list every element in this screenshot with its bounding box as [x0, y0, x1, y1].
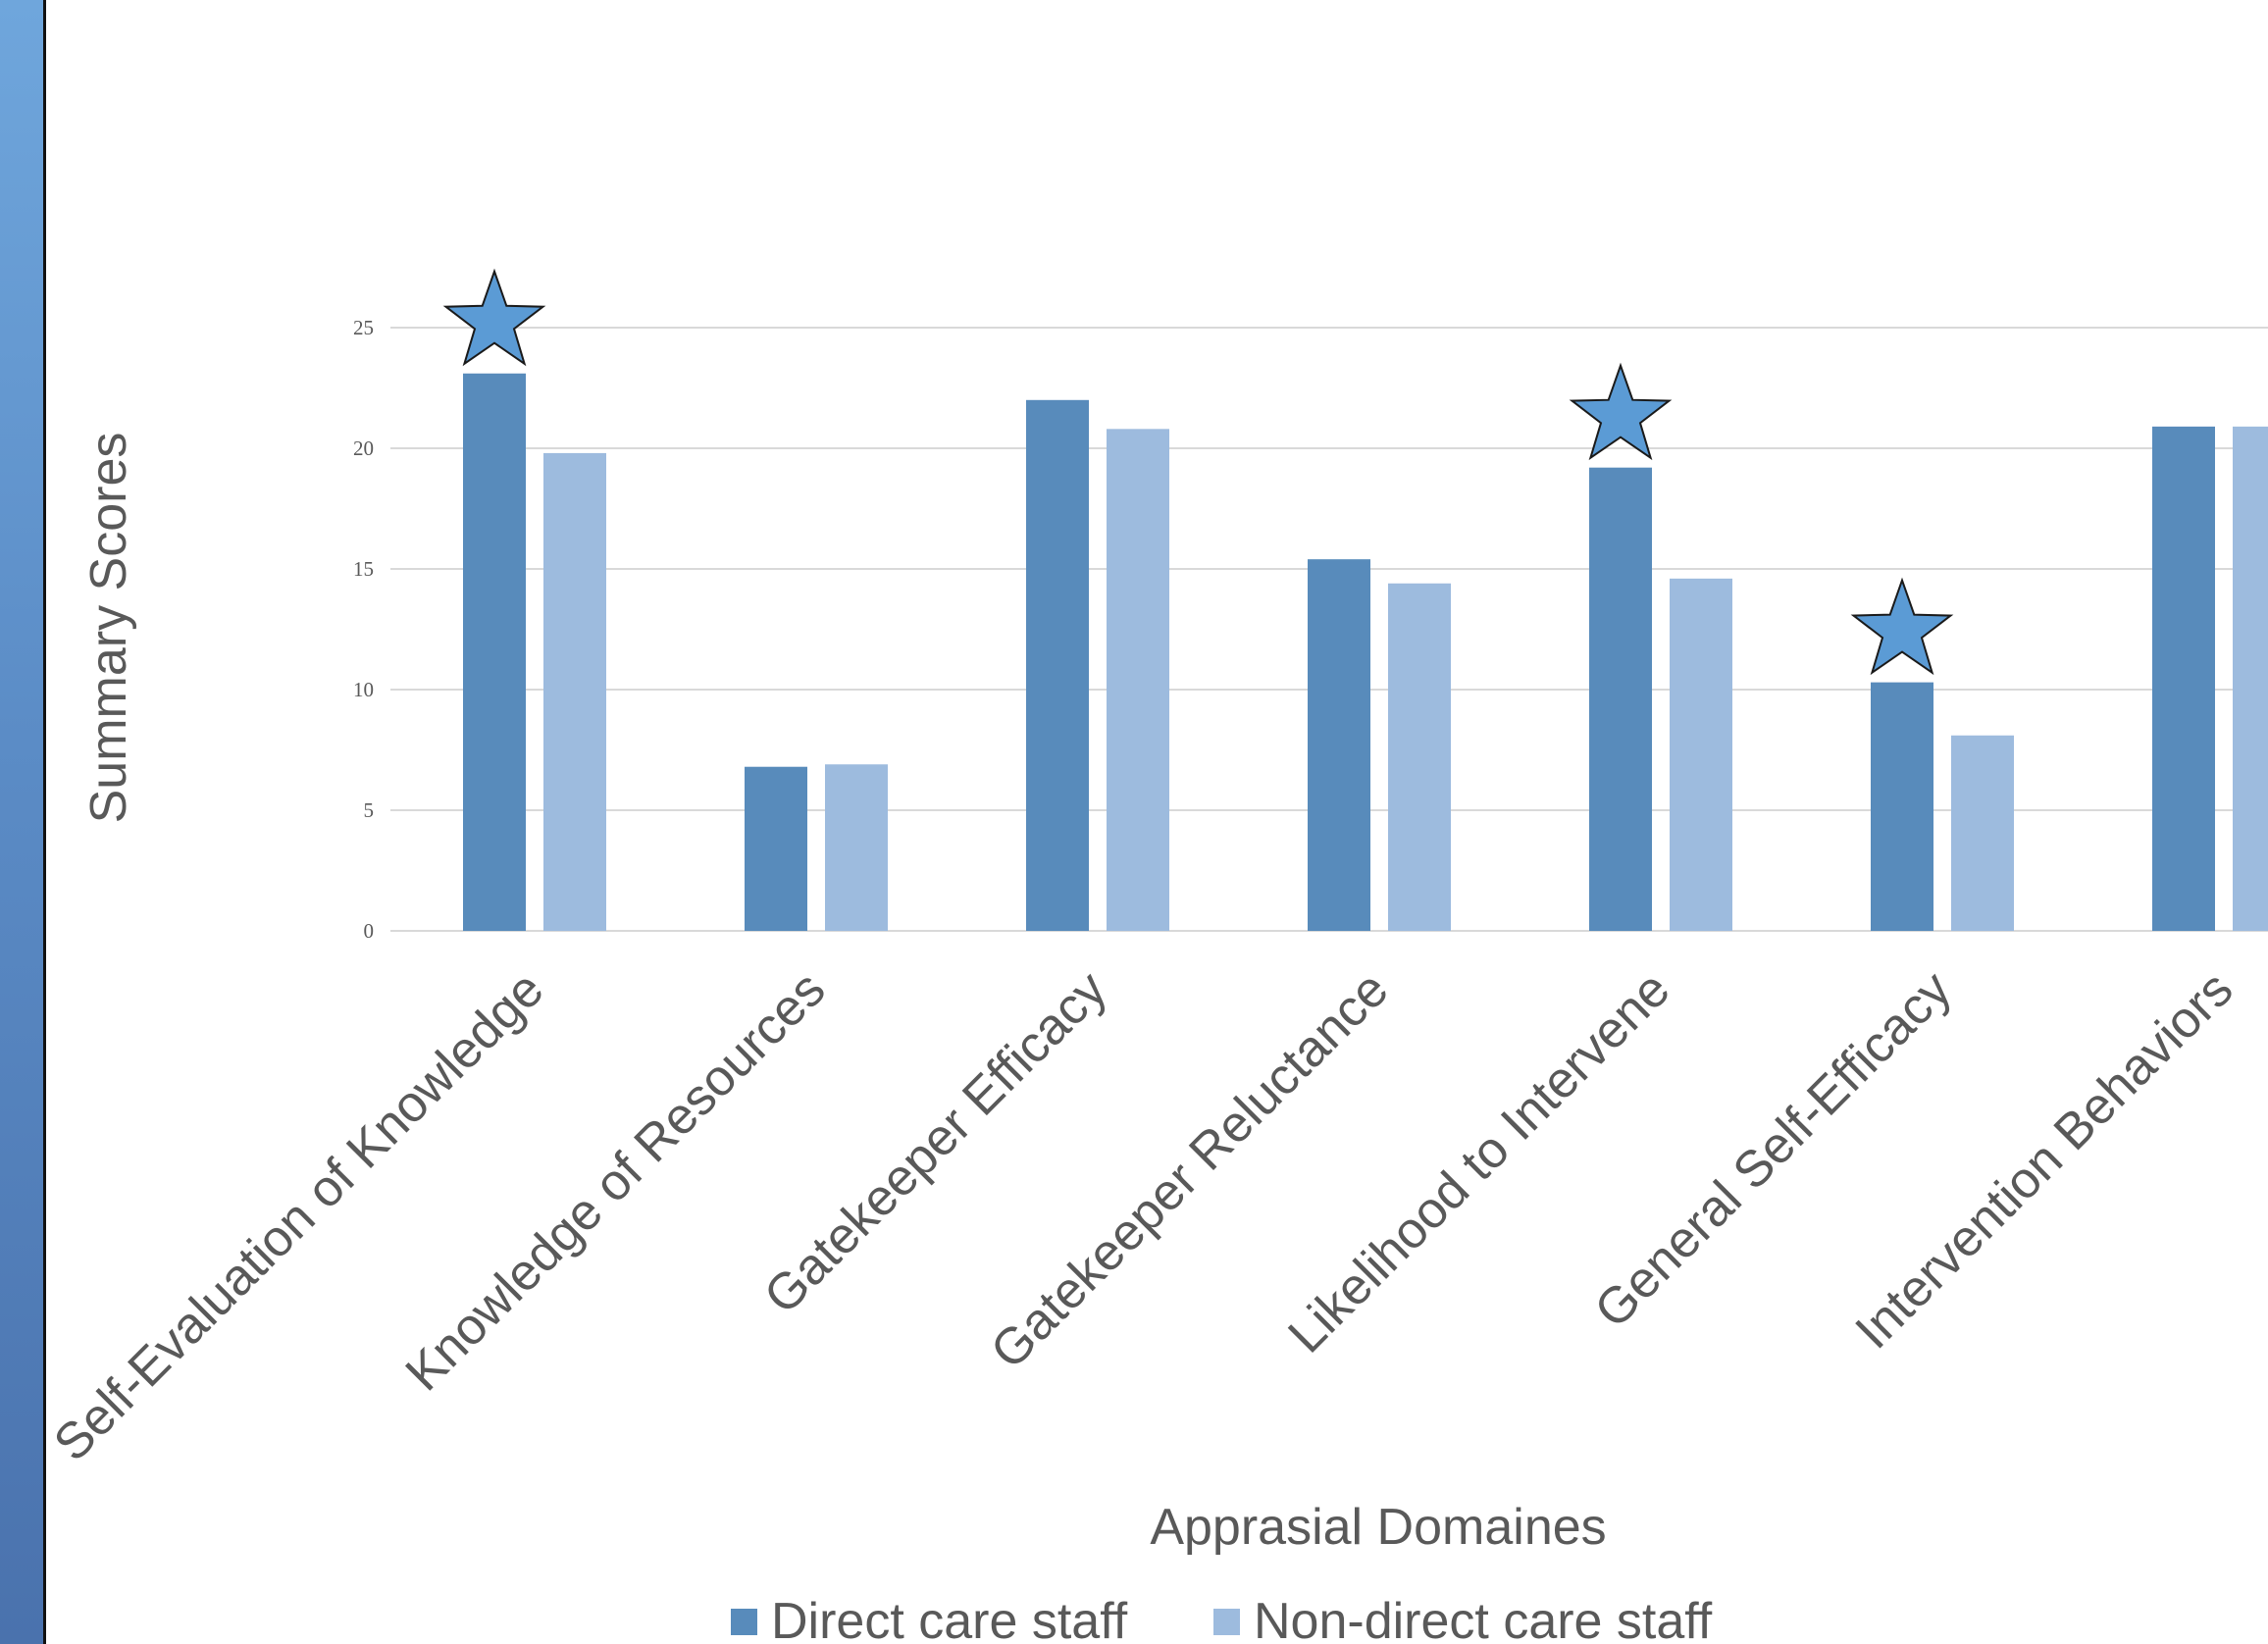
- y-axis-ticks: 0 5 10 15 20 25: [353, 316, 374, 943]
- bar-non-direct-care: [825, 764, 888, 931]
- bars: [463, 373, 2268, 931]
- significance-stars: [442, 268, 1954, 676]
- side-accent-bar: [0, 0, 46, 1644]
- y-tick-label: 20: [353, 437, 374, 460]
- y-tick-label: 5: [364, 798, 375, 822]
- bar-non-direct-care: [1670, 578, 1732, 931]
- bar-direct-care: [1589, 467, 1652, 931]
- y-tick-label: 25: [353, 316, 374, 339]
- x-axis-title: Apprasial Domaines: [1150, 1499, 1606, 1556]
- legend-label: Non-direct care staff: [1254, 1593, 1713, 1644]
- star-icon: [1850, 577, 1954, 676]
- bar-non-direct-care: [1388, 583, 1451, 931]
- legend-swatch: [731, 1609, 757, 1635]
- bar-non-direct-care: [543, 452, 606, 931]
- bar-non-direct-care: [2233, 426, 2268, 931]
- star-icon: [442, 268, 546, 367]
- y-tick-label: 15: [353, 557, 374, 581]
- bar-direct-care: [1871, 682, 1933, 931]
- star-icon: [1569, 362, 1673, 461]
- legend: Direct care staff Non-direct care staff: [731, 1593, 1713, 1644]
- bar-direct-care: [463, 373, 526, 931]
- bar-direct-care: [2152, 426, 2215, 931]
- bar-direct-care: [745, 766, 807, 931]
- bar-direct-care: [1026, 399, 1089, 931]
- legend-label: Direct care staff: [771, 1593, 1128, 1644]
- y-tick-label: 0: [364, 919, 375, 943]
- bar-non-direct-care: [1107, 429, 1169, 931]
- bar-direct-care: [1308, 559, 1370, 931]
- y-axis-title: Summary Scores: [80, 433, 137, 824]
- legend-swatch: [1213, 1609, 1240, 1635]
- bar-non-direct-care: [1951, 735, 2014, 931]
- y-tick-label: 10: [353, 678, 374, 701]
- x-category-label: Self-Evaluation of Knowledge: [43, 960, 554, 1471]
